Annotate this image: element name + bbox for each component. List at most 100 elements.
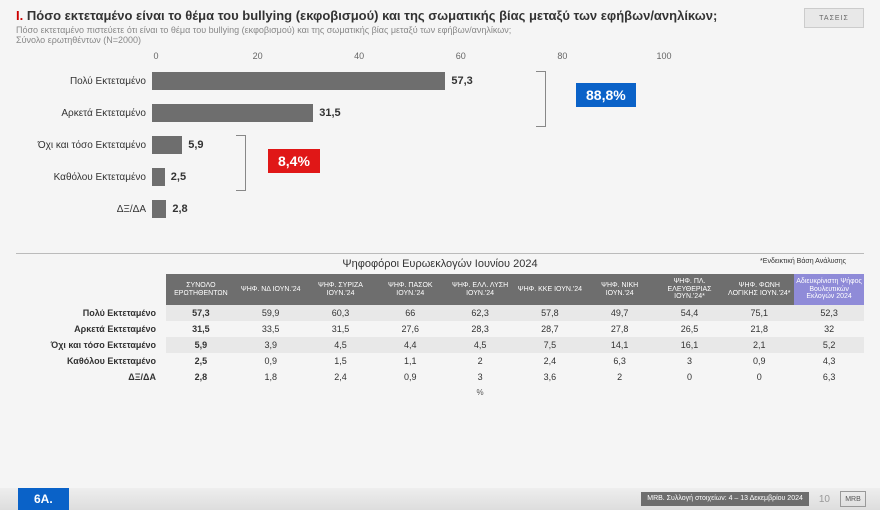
table-cell: 0,9 [724,353,794,369]
axis-tick: 40 [354,51,364,61]
table-cell: 31,5 [306,321,376,337]
bar-track: 5,9 [152,136,664,154]
table-cell: 4,5 [445,337,515,353]
logo-mrb: MRB [840,491,866,507]
axis-tick: 100 [656,51,671,61]
table-header: ΨΗΦ. ΝΙΚΗ ΙΟΥΝ.'24 [585,274,655,305]
table-cell: 27,6 [375,321,445,337]
table-cell: 32 [794,321,864,337]
bar-value: 5,9 [188,136,203,154]
bar-row: Όχι και τόσο Εκτεταμένο5,9 [16,131,864,159]
table-row: ΔΞ/ΔΑ2,81,82,40,933,62006,3 [16,369,864,385]
table-cell: 0,9 [375,369,445,385]
axis-tick: 20 [253,51,263,61]
table-cell: 16,1 [655,337,725,353]
bar-track: 2,8 [152,200,664,218]
table-cell: 4,5 [306,337,376,353]
table-header [16,274,166,305]
table-cell: 2,5 [166,353,236,369]
table-cell: 27,8 [585,321,655,337]
table-cell: 26,5 [655,321,725,337]
table-cell: 7,5 [515,337,585,353]
axis-tick: 60 [456,51,466,61]
table-cell: 66 [375,305,445,321]
title-text: Πόσο εκτεταμένο είναι το θέμα του bullyi… [27,8,717,23]
logo-taseis: ΤΑΣΕΙΣ [804,8,864,28]
bar-value: 2,5 [171,168,186,186]
row-label: ΔΞ/ΔΑ [16,369,166,385]
table-cell: 0 [724,369,794,385]
subtitle: Πόσο εκτεταμένο πιστεύετε ότι είναι το θ… [16,25,804,35]
bracket-mid [236,135,246,191]
row-label: Καθόλου Εκτεταμένο [16,353,166,369]
bar-row: ΔΞ/ΔΑ 2,8 [16,195,864,223]
table-cell: 54,4 [655,305,725,321]
page-number: 10 [819,494,830,505]
bar-label: Αρκετά Εκτεταμένο [16,108,152,119]
title-prefix: I. [16,8,23,23]
table-cell: 59,9 [236,305,306,321]
table-cell: 62,3 [445,305,515,321]
row-label: Πολύ Εκτεταμένο [16,305,166,321]
table-cell: 4,4 [375,337,445,353]
table-cell: 6,3 [585,353,655,369]
table-body: Πολύ Εκτεταμένο57,359,960,36662,357,849,… [16,305,864,400]
table-cell: 28,7 [515,321,585,337]
table-cell: 0 [655,369,725,385]
table-cell: 3 [445,369,515,385]
table-cell: 2,8 [166,369,236,385]
bar-row: Αρκετά Εκτεταμένο 31,5 [16,99,864,127]
table-cell: 2,4 [515,353,585,369]
table-header: ΨΗΦ. ΚΚΕ ΙΟΥΝ.'24 [515,274,585,305]
bar-value: 57,3 [451,72,472,90]
table-cell: 4,3 [794,353,864,369]
x-axis: 020406080100 [156,51,664,65]
table-row: Αρκετά Εκτεταμένο31,533,531,527,628,328,… [16,321,864,337]
table-cell: 21,8 [724,321,794,337]
header: I. Πόσο εκτεταμένο είναι το θέμα του bul… [16,8,864,45]
table-note: *Ενδεικτική Βάση Ανάλυσης [760,258,846,265]
crosstab-table: ΣΥΝΟΛΟ ΕΡΩΤΗΘΕΝΤΩΝΨΗΦ. ΝΔ ΙΟΥΝ.'24ΨΗΦ. Σ… [16,274,864,400]
table-cell: 5,2 [794,337,864,353]
table-header-row: ΣΥΝΟΛΟ ΕΡΩΤΗΘΕΝΤΩΝΨΗΦ. ΝΔ ΙΟΥΝ.'24ΨΗΦ. Σ… [16,274,864,305]
table-header: ΣΥΝΟΛΟ ΕΡΩΤΗΘΕΝΤΩΝ [166,274,236,305]
table-row: Καθόλου Εκτεταμένο2,50,91,51,122,46,330,… [16,353,864,369]
bar-fill [152,136,182,154]
bars-container: Πολύ Εκτεταμένο 57,3 Αρκετά Εκτεταμένο 31,5… [16,67,864,227]
table-header: ΨΗΦ. ΕΛΛ. ΛΥΣΗ ΙΟΥΝ.'24 [445,274,515,305]
bar-track: 2,5 [152,168,664,186]
slide-tag: 6Α. [18,488,69,510]
bar-fill [152,104,313,122]
table-cell: 2,4 [306,369,376,385]
table-cell: 1,8 [236,369,306,385]
table-cell: 14,1 [585,337,655,353]
bar-fill [152,168,165,186]
bar-row: Πολύ Εκτεταμένο 57,3 [16,67,864,95]
bar-label: ΔΞ/ΔΑ [16,204,152,215]
table-cell: 52,3 [794,305,864,321]
axis-tick: 80 [557,51,567,61]
bracket-top [536,71,546,127]
table-cell: 33,5 [236,321,306,337]
bar-value: 2,8 [172,200,187,218]
table-cell: 31,5 [166,321,236,337]
bar-fill [152,72,445,90]
bar-chart: 020406080100 Πολύ Εκτεταμένο57,3Αρκετά Ε… [16,51,864,241]
bar-label: Καθόλου Εκτεταμένο [16,172,152,183]
bar-row: Καθόλου Εκτεταμένο 2,5 [16,163,864,191]
table-header: Αδιευκρίνιστη Ψήφος Βουλευτικών Εκλογών … [794,274,864,305]
table-row: Όχι και τόσο Εκτεταμένο5,93,94,54,44,57,… [16,337,864,353]
bar-label: Πολύ Εκτεταμένο [16,76,152,87]
bar-value: 31,5 [319,104,340,122]
table-row: Πολύ Εκτεταμένο57,359,960,36662,357,849,… [16,305,864,321]
pct-row: % [16,385,864,400]
table-cell: 2,1 [724,337,794,353]
table-cell: 3 [655,353,725,369]
table-cell: 49,7 [585,305,655,321]
bar-fill [152,200,166,218]
table-cell: 57,8 [515,305,585,321]
table-cell: 6,3 [794,369,864,385]
callout-low: 8,4% [268,149,320,173]
table-cell: 28,3 [445,321,515,337]
table-cell: 1,1 [375,353,445,369]
